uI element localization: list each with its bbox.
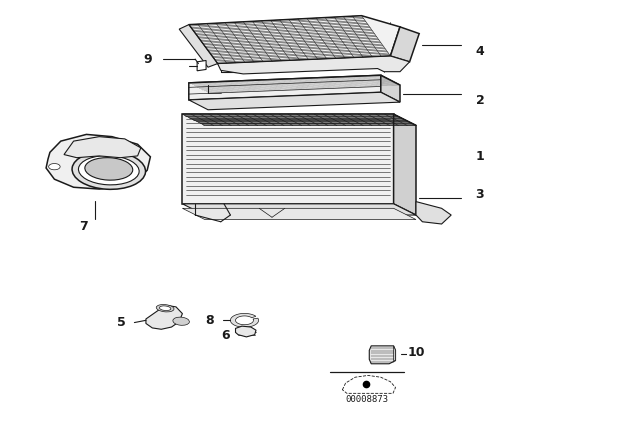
Polygon shape xyxy=(182,114,416,125)
Text: 5: 5 xyxy=(117,316,126,329)
Polygon shape xyxy=(182,208,416,220)
Text: 2: 2 xyxy=(476,94,484,108)
Ellipse shape xyxy=(85,158,132,180)
Polygon shape xyxy=(230,314,259,327)
Polygon shape xyxy=(189,75,400,93)
Text: 8: 8 xyxy=(205,314,214,327)
Ellipse shape xyxy=(159,306,171,310)
Polygon shape xyxy=(146,306,182,329)
Polygon shape xyxy=(197,60,206,71)
Polygon shape xyxy=(342,375,396,393)
Text: 4: 4 xyxy=(476,45,484,58)
Polygon shape xyxy=(189,92,400,110)
Text: 1: 1 xyxy=(476,150,484,164)
Text: 10: 10 xyxy=(407,346,425,359)
Polygon shape xyxy=(46,134,150,189)
Polygon shape xyxy=(381,75,400,102)
Text: 3: 3 xyxy=(476,188,484,202)
Polygon shape xyxy=(189,75,381,100)
Polygon shape xyxy=(189,16,400,64)
Text: 00008873: 00008873 xyxy=(345,395,388,404)
Polygon shape xyxy=(182,204,416,215)
Polygon shape xyxy=(182,114,394,204)
Ellipse shape xyxy=(72,151,145,190)
Polygon shape xyxy=(236,326,256,337)
Polygon shape xyxy=(394,114,416,215)
Ellipse shape xyxy=(173,317,189,325)
Text: 6: 6 xyxy=(221,328,230,342)
Polygon shape xyxy=(64,137,141,158)
Polygon shape xyxy=(394,346,396,361)
Polygon shape xyxy=(416,202,451,224)
Text: 9: 9 xyxy=(143,52,152,66)
Ellipse shape xyxy=(49,164,60,170)
Ellipse shape xyxy=(79,155,139,185)
Polygon shape xyxy=(369,346,396,364)
Polygon shape xyxy=(218,56,410,74)
Polygon shape xyxy=(179,25,218,67)
Polygon shape xyxy=(390,27,419,62)
Ellipse shape xyxy=(156,305,174,312)
Text: 7: 7 xyxy=(79,220,88,233)
